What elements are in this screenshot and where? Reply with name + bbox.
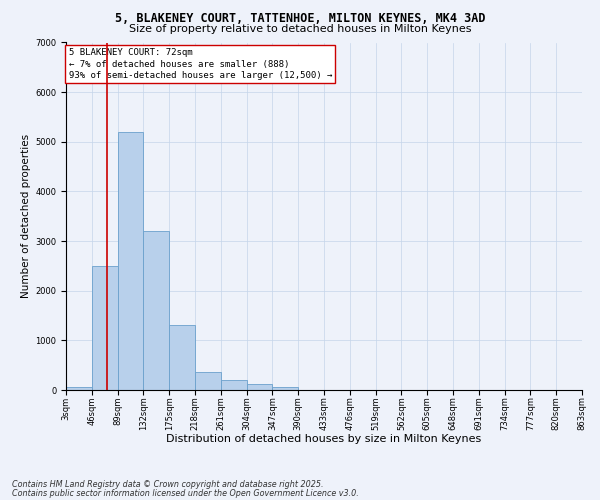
Bar — [66, 387, 92, 390]
Text: Contains public sector information licensed under the Open Government Licence v3: Contains public sector information licen… — [12, 488, 359, 498]
Bar — [272, 387, 298, 390]
Text: 5, BLAKENEY COURT, TATTENHOE, MILTON KEYNES, MK4 3AD: 5, BLAKENEY COURT, TATTENHOE, MILTON KEY… — [115, 12, 485, 26]
Text: 5 BLAKENEY COURT: 72sqm
← 7% of detached houses are smaller (888)
93% of semi-de: 5 BLAKENEY COURT: 72sqm ← 7% of detached… — [68, 48, 332, 80]
Text: Contains HM Land Registry data © Crown copyright and database right 2025.: Contains HM Land Registry data © Crown c… — [12, 480, 323, 489]
Bar — [92, 266, 118, 390]
Bar — [247, 384, 272, 390]
Text: Size of property relative to detached houses in Milton Keynes: Size of property relative to detached ho… — [129, 24, 471, 34]
Bar — [143, 231, 169, 390]
Bar — [195, 372, 221, 390]
Y-axis label: Number of detached properties: Number of detached properties — [21, 134, 31, 298]
X-axis label: Distribution of detached houses by size in Milton Keynes: Distribution of detached houses by size … — [166, 434, 482, 444]
Bar — [169, 326, 195, 390]
Bar — [221, 380, 247, 390]
Bar — [118, 132, 143, 390]
